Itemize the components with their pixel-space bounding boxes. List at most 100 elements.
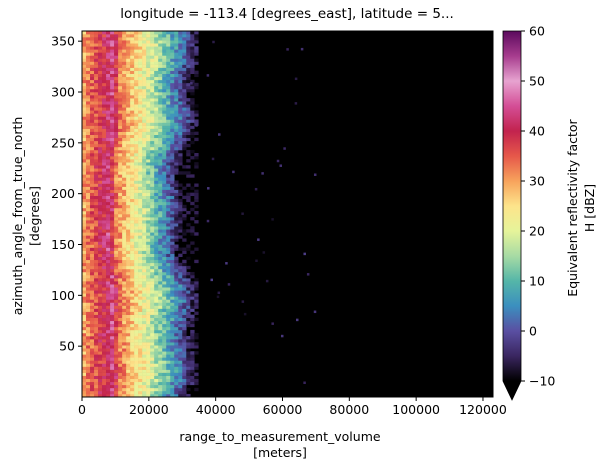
heatmap-cell <box>110 104 115 108</box>
heatmap-cell <box>82 85 87 90</box>
heatmap-cell <box>106 146 111 151</box>
heatmap-cell <box>130 192 135 196</box>
heatmap-cell <box>118 146 123 151</box>
heatmap-cell <box>162 253 167 257</box>
heatmap-cell <box>142 253 147 257</box>
heatmap-cell <box>118 98 123 102</box>
heatmap-cell <box>118 125 123 129</box>
heatmap-cell <box>86 131 91 135</box>
heatmap-cell <box>114 339 119 343</box>
heatmap-cell <box>182 339 187 343</box>
heatmap-cell <box>122 43 127 47</box>
heatmap-cell <box>98 125 103 129</box>
heatmap-cell <box>190 351 195 355</box>
heatmap-cell <box>142 308 147 312</box>
heatmap-cell <box>146 302 151 306</box>
heatmap-cell <box>86 296 91 300</box>
heatmap-cell <box>142 384 147 389</box>
heatmap-cell <box>114 293 119 297</box>
heatmap-cell <box>130 122 135 126</box>
heatmap-cell <box>182 372 187 376</box>
heatmap-cell <box>146 85 151 90</box>
heatmap-cell <box>106 171 111 175</box>
heatmap-cell <box>130 156 135 160</box>
heatmap-cell <box>102 186 107 190</box>
heatmap-cell <box>142 104 147 108</box>
heatmap-cell <box>178 360 183 364</box>
heatmap-cell <box>94 37 99 41</box>
heatmap-cell <box>122 293 127 297</box>
heatmap-cell <box>138 183 143 187</box>
heatmap-cell <box>166 366 171 370</box>
heatmap-cell <box>154 95 159 99</box>
heatmap-cell <box>294 77 298 81</box>
heatmap-cell <box>130 387 135 392</box>
heatmap-cell <box>186 46 191 50</box>
heatmap-cell <box>106 195 111 200</box>
heatmap-cell <box>190 58 195 62</box>
heatmap-cell <box>106 180 111 184</box>
heatmap-cell <box>142 140 147 145</box>
heatmap-cell <box>86 104 91 108</box>
heatmap-cell <box>94 162 99 166</box>
heatmap-cell <box>146 244 151 248</box>
heatmap-cell <box>126 329 131 334</box>
heatmap-cell <box>178 342 183 346</box>
heatmap-cell <box>122 107 127 111</box>
heatmap-cell <box>90 229 95 233</box>
heatmap-cell <box>98 336 103 340</box>
heatmap-cell <box>90 241 95 245</box>
heatmap-cell <box>98 107 103 111</box>
heatmap-cell <box>138 134 143 139</box>
heatmap-cell <box>94 180 99 184</box>
heatmap-cell <box>174 354 179 358</box>
heatmap-cell <box>90 308 95 312</box>
heatmap-cell <box>158 214 163 218</box>
heatmap-cell <box>114 43 119 47</box>
heatmap-cell <box>110 153 115 157</box>
heatmap-cell <box>190 250 195 254</box>
heatmap-cell <box>166 207 171 212</box>
heatmap-cell <box>110 311 115 315</box>
heatmap-cell <box>186 110 191 114</box>
heatmap-cell <box>162 323 167 328</box>
heatmap-cell <box>82 192 87 196</box>
heatmap-cell <box>174 363 179 367</box>
heatmap-cell <box>190 296 195 300</box>
heatmap-cell <box>114 195 119 200</box>
heatmap-cell <box>158 308 163 312</box>
heatmap-cell <box>118 323 123 328</box>
heatmap-cell <box>134 393 139 398</box>
heatmap-cell <box>158 85 163 90</box>
heatmap-cell <box>94 253 99 257</box>
heatmap-cell <box>162 375 167 379</box>
heatmap-cell <box>194 58 199 62</box>
heatmap-cell <box>174 229 179 233</box>
heatmap-cell <box>102 351 107 355</box>
heatmap-cell <box>150 168 155 172</box>
heatmap-cell <box>82 88 87 93</box>
heatmap-cell <box>186 336 191 340</box>
heatmap-cell <box>94 317 99 322</box>
heatmap-cell <box>146 226 151 230</box>
heatmap-cell <box>114 290 119 294</box>
heatmap-cell <box>142 247 147 251</box>
heatmap-cell <box>82 113 87 117</box>
heatmap-cell <box>114 381 119 386</box>
heatmap-cell <box>194 52 199 56</box>
heatmap-cell <box>94 320 99 325</box>
heatmap-cell <box>118 372 123 376</box>
heatmap-cell <box>170 278 175 282</box>
heatmap-cell <box>122 296 127 300</box>
heatmap-cell <box>150 363 155 367</box>
heatmap-cell <box>170 180 175 184</box>
heatmap-cell <box>134 268 139 273</box>
heatmap-cell <box>82 204 87 209</box>
heatmap-cell <box>102 314 107 318</box>
heatmap-cell <box>146 278 151 282</box>
heatmap-cell <box>90 88 95 93</box>
heatmap-cell <box>90 92 95 96</box>
heatmap-cell <box>150 49 155 53</box>
heatmap-cell <box>158 46 163 50</box>
heatmap-cell <box>90 195 95 200</box>
